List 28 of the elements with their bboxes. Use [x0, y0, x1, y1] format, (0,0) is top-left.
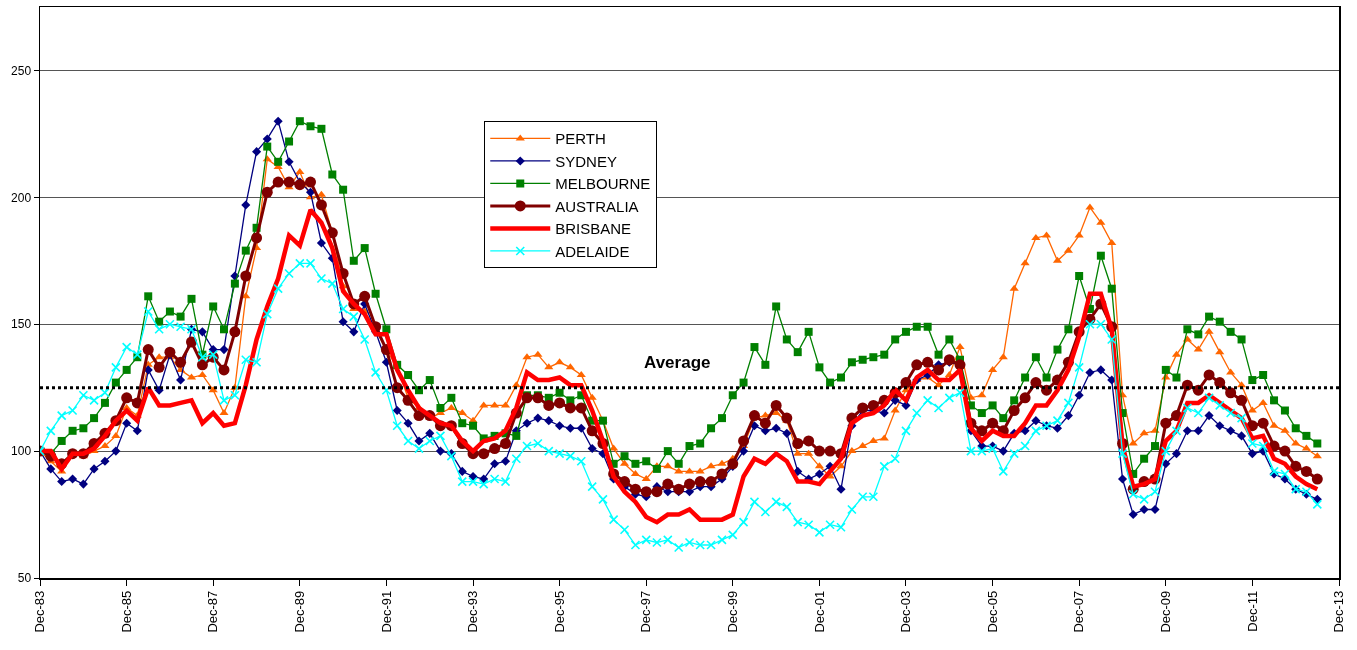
x-tick-label: Dec-07: [1071, 590, 1087, 633]
y-tick-label: 200: [11, 190, 32, 205]
legend-label: ADELAIDE: [555, 242, 630, 260]
x-tick-label: Dec-85: [118, 590, 134, 633]
legend-label: AUSTRALIA: [555, 197, 639, 215]
x-tick-label: Dec-95: [551, 590, 567, 633]
x-tick-label: Dec-97: [638, 590, 654, 633]
y-tick-label: 250: [11, 63, 32, 78]
y-tick-label: 100: [11, 444, 32, 459]
y-tick-label: 50: [17, 571, 32, 586]
x-tick-label: Dec-13: [1331, 590, 1347, 633]
y-tick-label: 150: [11, 317, 32, 332]
x-tick-label: Dec-83: [32, 590, 48, 633]
x-tick-label: Dec-09: [1158, 590, 1174, 633]
x-tick-label: Dec-89: [292, 590, 308, 633]
ref-line-label: Average: [644, 353, 711, 372]
legend-label: BRISBANE: [555, 220, 632, 238]
x-tick-label: Dec-03: [898, 590, 914, 633]
x-tick-label: Dec-87: [205, 590, 221, 633]
x-tick-label: Dec-99: [724, 590, 740, 633]
x-tick-label: Dec-11: [1244, 590, 1260, 632]
x-tick-label: Dec-93: [465, 590, 481, 633]
legend-label: SYDNEY: [555, 152, 617, 170]
x-tick-label: Dec-91: [378, 590, 394, 633]
legend-label: MELBOURNE: [555, 175, 651, 193]
legend-label: PERTH: [555, 130, 606, 148]
x-tick-label: Dec-05: [984, 590, 1000, 633]
x-tick-label: Dec-01: [811, 590, 827, 633]
